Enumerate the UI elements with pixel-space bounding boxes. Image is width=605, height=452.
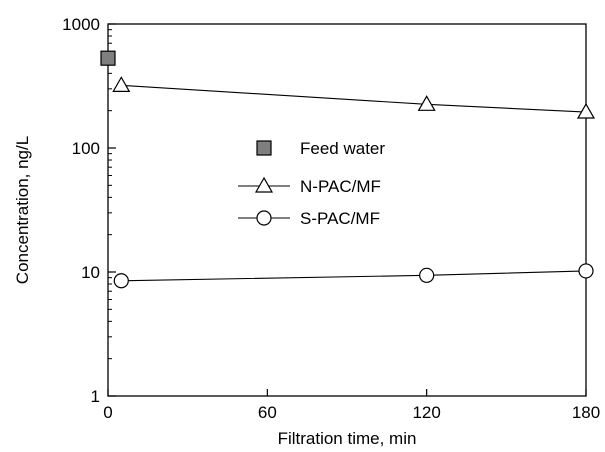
data-point — [576, 102, 596, 119]
series-n-pac-mf — [112, 76, 596, 119]
series-s-pac-mf — [113, 263, 594, 289]
legend-label: S-PAC/MF — [300, 209, 380, 228]
legend-marker — [256, 210, 272, 226]
y-axis-ticks: 1 10 100 1000 — [62, 15, 116, 406]
data-point — [419, 267, 435, 283]
legend-item: Feed water — [256, 139, 385, 158]
legend-item: S-PAC/MF — [238, 209, 380, 228]
legend: Feed water N-PAC/MF S-PAC/MF — [238, 139, 385, 228]
plot-frame — [107, 23, 587, 397]
legend-label: Feed water — [300, 139, 385, 158]
data-point — [113, 273, 129, 289]
legend-marker — [254, 176, 274, 193]
y-tick-label: 1000 — [62, 15, 100, 34]
legend-item: N-PAC/MF — [238, 176, 381, 196]
y-tick-label: 1 — [91, 387, 100, 406]
series-line — [121, 270, 587, 282]
data-point — [100, 50, 116, 66]
x-tick-label: 60 — [258, 403, 277, 422]
data-point — [417, 95, 436, 111]
series-line — [121, 84, 587, 113]
y-tick-label: 10 — [81, 263, 100, 282]
series-layer — [100, 50, 596, 289]
x-tick-label: 0 — [103, 403, 112, 422]
data-point — [112, 76, 131, 92]
series-feed-water — [100, 50, 116, 66]
legend-label: N-PAC/MF — [300, 177, 381, 196]
y-tick-label: 100 — [72, 139, 100, 158]
x-tick-label: 120 — [412, 403, 440, 422]
y-axis-title: Concentration, ng/L — [13, 136, 32, 284]
x-axis-ticks: 0 60 120 180 — [103, 389, 600, 422]
x-axis-title: Filtration time, min — [278, 429, 417, 448]
data-point — [578, 263, 594, 279]
x-tick-label: 180 — [572, 403, 600, 422]
legend-marker — [256, 140, 272, 156]
